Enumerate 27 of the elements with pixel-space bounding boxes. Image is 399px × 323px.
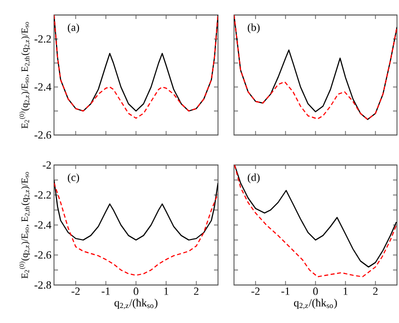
x-tick-label: 0 — [134, 288, 138, 295]
annotation: (b) — [248, 23, 260, 34]
line-series — [54, 182, 218, 276]
x-tick-label: 2 — [373, 288, 378, 295]
text: E$_{2}$$^{(0)}$(q$_{2,z}$)/E$_{so}$, E$_{2,th}$(q$_{2,z}$)/E$_{so}$ — [19, 22, 30, 128]
y-tick-label: -2.4 — [34, 221, 52, 229]
y-tick-label: -2.4 — [34, 83, 52, 91]
x-tick-label: -2 — [251, 288, 260, 295]
x-axis-title: q$_{2,z}$/(ħk$_{so}$) — [294, 298, 337, 310]
x-axis-title: q$_{2,z}$/(ħk$_{so}$) — [114, 298, 158, 310]
y-tick-label: -2.6 — [34, 251, 52, 259]
x-tick-label: -2 — [72, 288, 80, 295]
x-tick-label: 2 — [194, 288, 198, 295]
y-tick-label: -2.6 — [34, 131, 52, 139]
y-tick-label: -2.8 — [34, 281, 52, 289]
annotation: (d) — [248, 173, 260, 184]
y-tick-label: -2 — [42, 161, 51, 169]
x-tick-label: -1 — [102, 288, 110, 295]
x-tick-label: 1 — [164, 288, 168, 295]
y-tick-label: -2.2 — [34, 35, 51, 43]
y-tick-label: -2.2 — [34, 191, 51, 199]
annotation: (c) — [68, 173, 80, 184]
annotation: (a) — [68, 23, 80, 34]
text: E$_{2}$$^{(0)}$(q$_{2,z}$)/E$_{so}$, E$_{2,th}$(q$_{2,z}$)/E$_{so}$ — [19, 172, 30, 278]
x-tick-label: -1 — [281, 288, 290, 295]
x-tick-label: 0 — [313, 288, 318, 295]
x-tick-label: 1 — [344, 288, 348, 295]
